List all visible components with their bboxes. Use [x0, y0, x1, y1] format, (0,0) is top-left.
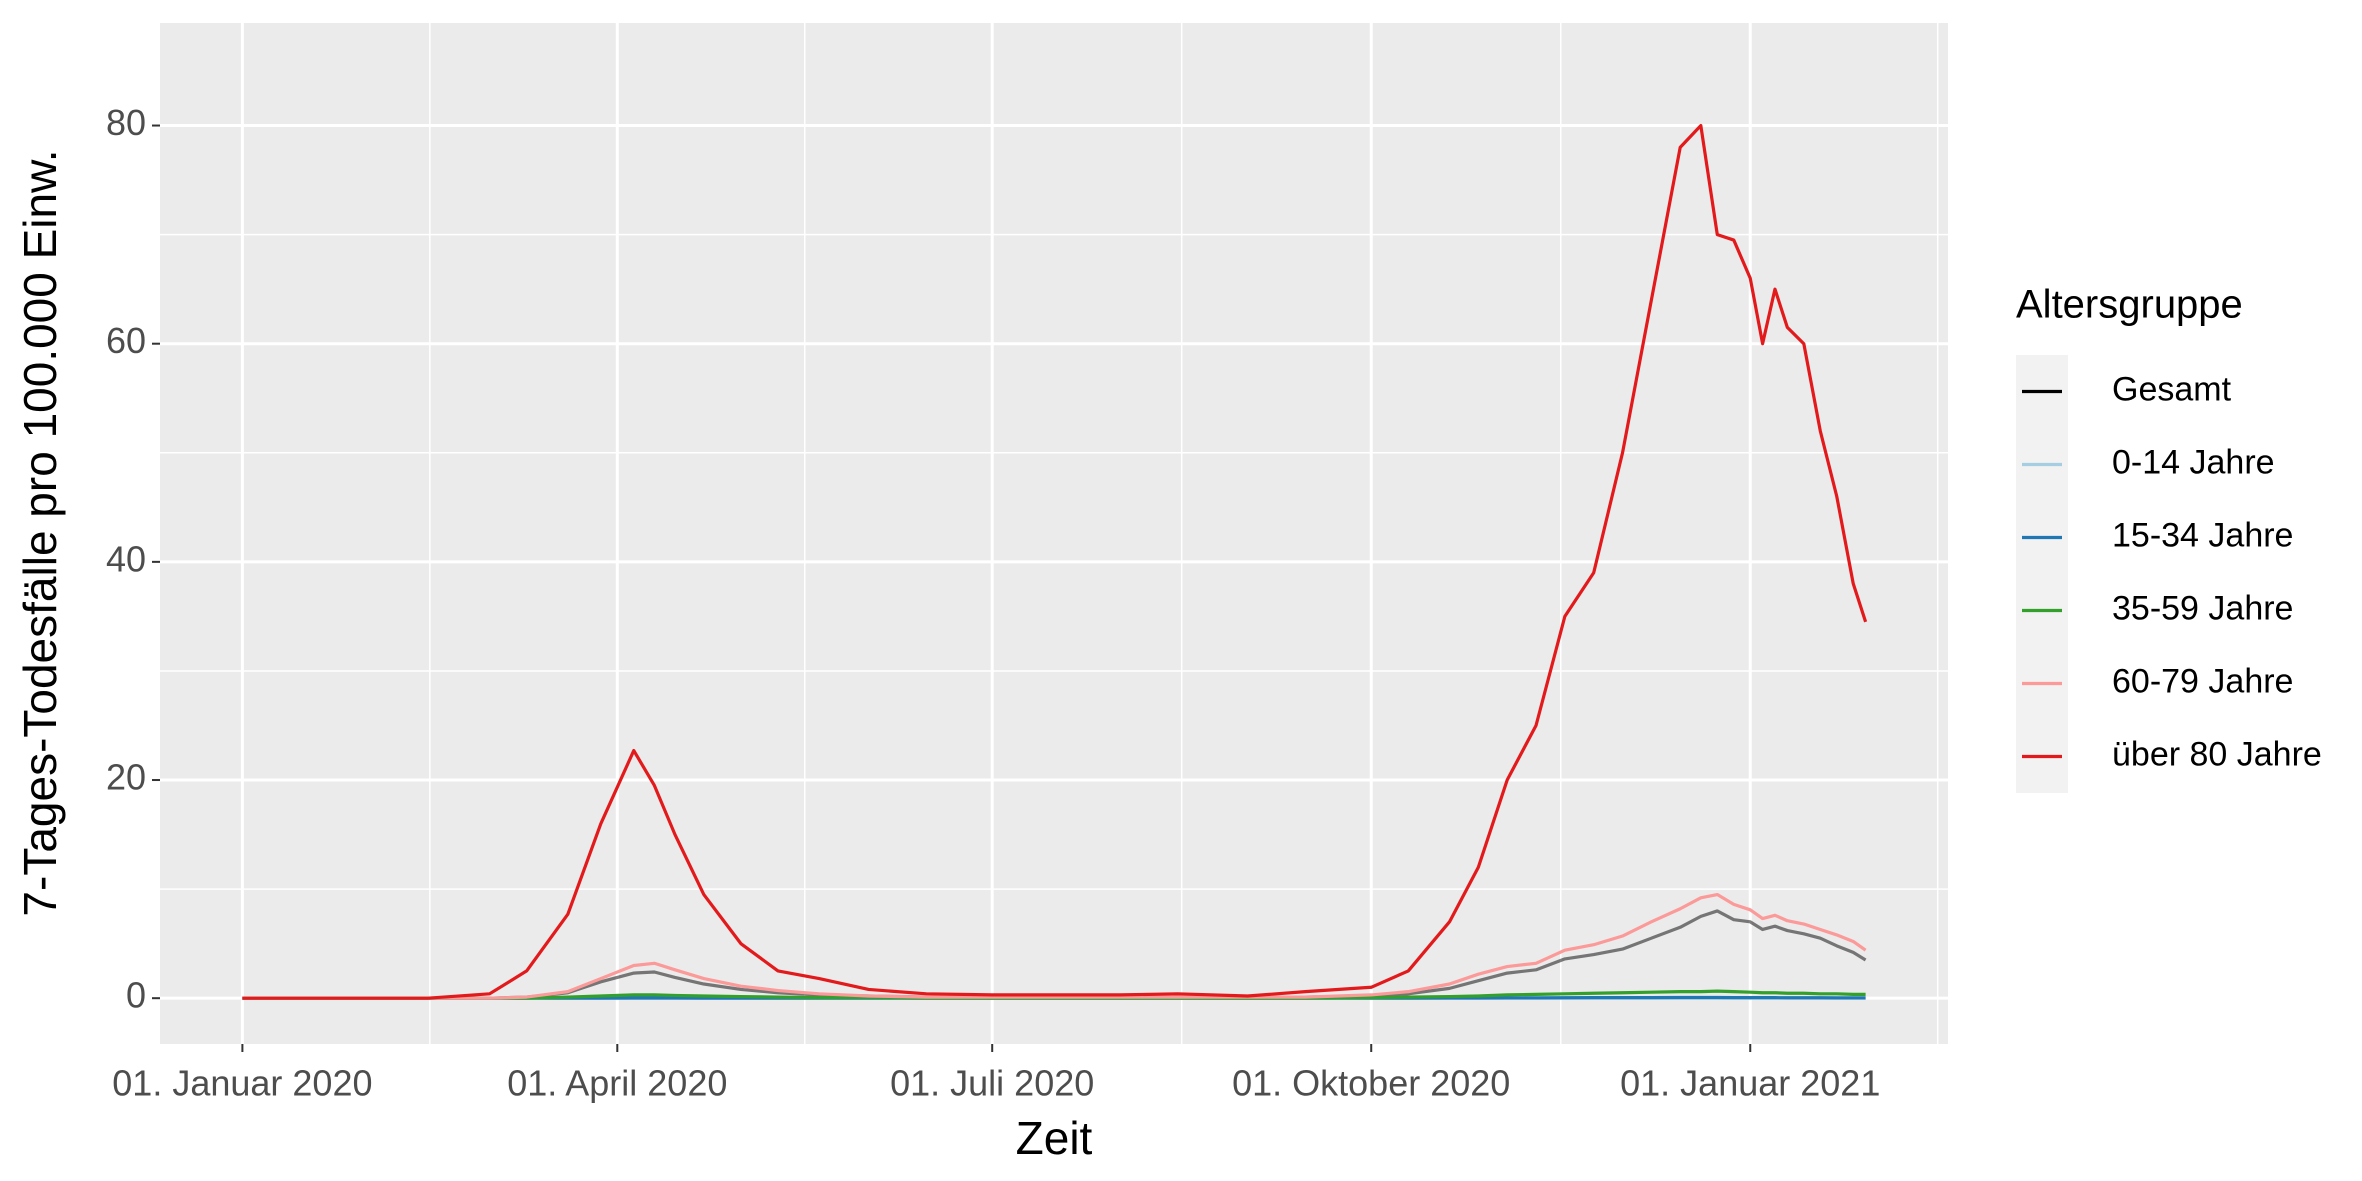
legend-label: über 80 Jahre	[2112, 735, 2322, 773]
legend-label: 15-34 Jahre	[2112, 516, 2293, 554]
y-axis-title: 7-Tages-Todesfälle pro 100.000 Einw.	[14, 149, 66, 916]
legend-label: Gesamt	[2112, 370, 2232, 408]
legend-label: 35-59 Jahre	[2112, 589, 2293, 627]
x-tick-label: 01. Oktober 2020	[1232, 1063, 1510, 1104]
x-tick-label: 01. April 2020	[507, 1063, 727, 1104]
plot-panel	[160, 23, 1948, 1044]
legend-label: 0-14 Jahre	[2112, 443, 2275, 481]
y-tick-label: 20	[106, 757, 146, 798]
series-line	[242, 989, 1866, 1000]
series-line	[242, 123, 1868, 1000]
series-line	[242, 909, 1867, 1000]
legend-title: Altersgruppe	[2016, 283, 2243, 327]
x-tick-label: 01. Juli 2020	[890, 1063, 1094, 1104]
x-tick-label: 01. Januar 2021	[1620, 1063, 1880, 1104]
grid	[160, 23, 1948, 1044]
series-line	[242, 892, 1867, 1000]
y-tick-label: 0	[126, 975, 146, 1016]
legend: Gesamt 0-14 Jahre 15-34 Jahre 35-59 Jahre 60…	[2016, 355, 2322, 793]
x-axis-title: Zeit	[1016, 1112, 1093, 1164]
axes: 0 20 40 60 80 01. Januar 2020 01. April 2020 01…	[106, 102, 1880, 1103]
y-tick-label: 80	[106, 102, 146, 143]
lines	[242, 123, 1868, 1000]
y-tick-label: 40	[106, 538, 146, 579]
legend-label: 60-79 Jahre	[2112, 662, 2293, 700]
x-tick-label: 01. Januar 2020	[112, 1063, 372, 1104]
y-tick-label: 60	[106, 320, 146, 361]
